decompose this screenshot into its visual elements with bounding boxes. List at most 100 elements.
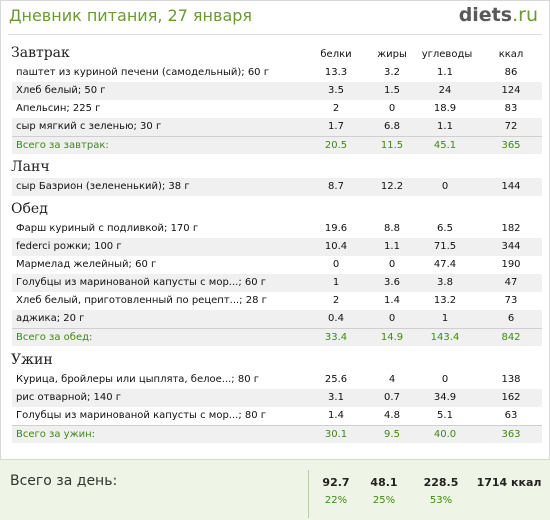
- fat-value: 8.8: [384, 223, 400, 234]
- table-row[interactable]: Апельсин; 225 г 2 0 18.9 83: [12, 100, 542, 118]
- table-row[interactable]: Мармелад желейный; 60 г 0 0 47.4 190: [12, 256, 542, 274]
- food-name[interactable]: Курица, бройлеры или цыплята, белое...; …: [16, 374, 260, 385]
- food-name[interactable]: паштет из куриной печени (самодельный); …: [16, 67, 269, 78]
- table-row[interactable]: federci рожки; 100 г 10.4 1.1 71.5 344: [12, 238, 542, 256]
- section-title-supper: Ужин: [11, 352, 53, 368]
- section-title-lunch: Ланч: [11, 159, 50, 175]
- protein-value: 2: [332, 295, 340, 306]
- column-header-carbs: углеводы: [421, 49, 473, 60]
- carbs-value: 0: [441, 374, 449, 385]
- protein-value: 0: [332, 259, 340, 270]
- table-row[interactable]: Фарш куриный с подливкой; 170 г 19.6 8.8…: [12, 220, 542, 238]
- carbs-value: 13.2: [433, 295, 457, 306]
- food-name[interactable]: Голубцы из маринованой капусты с мор...;…: [16, 277, 267, 288]
- column-header-kcal: ккал: [498, 49, 524, 60]
- protein-total: 30.1: [324, 429, 348, 440]
- protein-total: 20.5: [324, 140, 348, 151]
- table-row[interactable]: Хлеб белый, приготовленный по рецепт...;…: [12, 292, 542, 310]
- carbs-total: 45.1: [433, 140, 457, 151]
- table-row[interactable]: Голубцы из маринованой капусты с мор...;…: [12, 274, 542, 292]
- carbs-value: 71.5: [433, 241, 457, 252]
- total-label: Всего за обед:: [16, 332, 93, 343]
- carbs-value: 0: [441, 181, 449, 192]
- protein-value: 25.6: [324, 374, 348, 385]
- food-name[interactable]: Хлеб белый, приготовленный по рецепт...;…: [16, 295, 267, 306]
- carbs-total: 40.0: [433, 429, 457, 440]
- kcal-value: 47: [504, 277, 518, 288]
- food-name[interactable]: Хлеб белый; 50 г: [16, 85, 106, 96]
- protein-value: 19.6: [324, 223, 348, 234]
- total-label: Всего за ужин:: [16, 429, 96, 440]
- table-row[interactable]: паштет из куриной печени (самодельный); …: [12, 64, 542, 82]
- fat-value: 1.4: [384, 295, 400, 306]
- fat-total: 14.9: [380, 332, 404, 343]
- table-row[interactable]: Хлеб белый; 50 г 3.5 1.5 24 124: [12, 82, 542, 100]
- food-name[interactable]: federci рожки; 100 г: [16, 241, 122, 252]
- carbs-value: 18.9: [433, 103, 457, 114]
- food-name[interactable]: Мармелад желейный; 60 г: [16, 259, 157, 270]
- protein-percent: 22%: [324, 495, 348, 506]
- food-name[interactable]: рис отварной; 140 г: [16, 392, 122, 403]
- protein-value: 13.3: [324, 67, 348, 78]
- table-row[interactable]: рис отварной; 140 г 3.1 0.7 34.9 162: [12, 389, 542, 407]
- site-logo[interactable]: diets.ru: [459, 4, 538, 26]
- protein-value: 8.7: [328, 181, 344, 192]
- protein-value: 10.4: [324, 241, 348, 252]
- carbs-value: 6.5: [437, 223, 453, 234]
- fat-value: 1.5: [384, 85, 400, 96]
- section-title-dinner: Обед: [11, 201, 48, 217]
- breakfast-total-row: Всего за завтрак: 20.5 11.5 45.1 365: [12, 136, 542, 154]
- total-label: Всего за завтрак:: [16, 140, 109, 151]
- dinner-total-row: Всего за обед: 33.4 14.9 143.4 842: [12, 328, 542, 346]
- table-row[interactable]: сыр мягкий с зеленью; 30 г 1.7 6.8 1.1 7…: [12, 118, 542, 136]
- protein-value: 2: [332, 103, 340, 114]
- fat-value: 4: [388, 374, 396, 385]
- protein-value: 1.4: [328, 410, 344, 421]
- food-name[interactable]: Голубцы из маринованой капусты с мор...;…: [16, 410, 267, 421]
- kcal-value: 73: [504, 295, 518, 306]
- table-row[interactable]: Курица, бройлеры или цыплята, белое...; …: [12, 371, 542, 389]
- protein-value: 0.4: [328, 313, 344, 324]
- table-row[interactable]: Голубцы из маринованой капусты с мор...;…: [12, 407, 542, 425]
- kcal-value: 162: [501, 392, 521, 403]
- table-row[interactable]: аджика; 20 г 0.4 0 1 6: [12, 310, 542, 328]
- logo-tld: .ru: [512, 4, 538, 26]
- fat-value: 0: [388, 259, 396, 270]
- kcal-value: 182: [501, 223, 521, 234]
- supper-total-row: Всего за ужин: 30.1 9.5 40.0 363: [12, 425, 542, 443]
- fat-value: 4.8: [384, 410, 400, 421]
- carbs-value: 1: [441, 313, 449, 324]
- kcal-value: 144: [501, 181, 521, 192]
- food-name[interactable]: аджика; 20 г: [16, 313, 85, 324]
- food-name[interactable]: Апельсин; 225 г: [16, 103, 101, 114]
- kcal-value: 63: [504, 410, 518, 421]
- food-name[interactable]: сыр мягкий с зеленью; 30 г: [16, 121, 162, 132]
- day-carbs-total: 228.5: [423, 476, 459, 489]
- carbs-value: 1.1: [437, 67, 453, 78]
- carbs-value: 34.9: [433, 392, 457, 403]
- carbs-value: 47.4: [433, 259, 457, 270]
- carbs-value: 5.1: [437, 410, 453, 421]
- section-title-breakfast: Завтрак: [11, 45, 70, 61]
- fat-value: 0: [388, 103, 396, 114]
- food-name[interactable]: Фарш куриный с подливкой; 170 г: [16, 223, 199, 234]
- carbs-percent: 53%: [429, 495, 453, 506]
- table-row[interactable]: сыр Базрион (зелененький); 38 г 8.7 12.2…: [12, 178, 542, 196]
- fat-value: 0.7: [384, 392, 400, 403]
- kcal-value: 72: [504, 121, 518, 132]
- fat-total: 11.5: [380, 140, 404, 151]
- carbs-value: 3.8: [437, 277, 453, 288]
- day-total-label: Всего за день:: [10, 473, 118, 489]
- protein-total: 33.4: [324, 332, 348, 343]
- day-protein-total: 92.7: [322, 476, 350, 489]
- fat-percent: 25%: [372, 495, 396, 506]
- logo-main: diets: [458, 4, 513, 26]
- carbs-value: 1.1: [437, 121, 453, 132]
- food-name[interactable]: сыр Базрион (зелененький); 38 г: [16, 181, 190, 192]
- column-header-fat: жиры: [377, 49, 407, 60]
- carbs-value: 24: [438, 85, 452, 96]
- column-header-protein: белки: [320, 49, 352, 60]
- kcal-total: 365: [501, 140, 521, 151]
- fat-total: 9.5: [384, 429, 400, 440]
- kcal-value: 86: [504, 67, 518, 78]
